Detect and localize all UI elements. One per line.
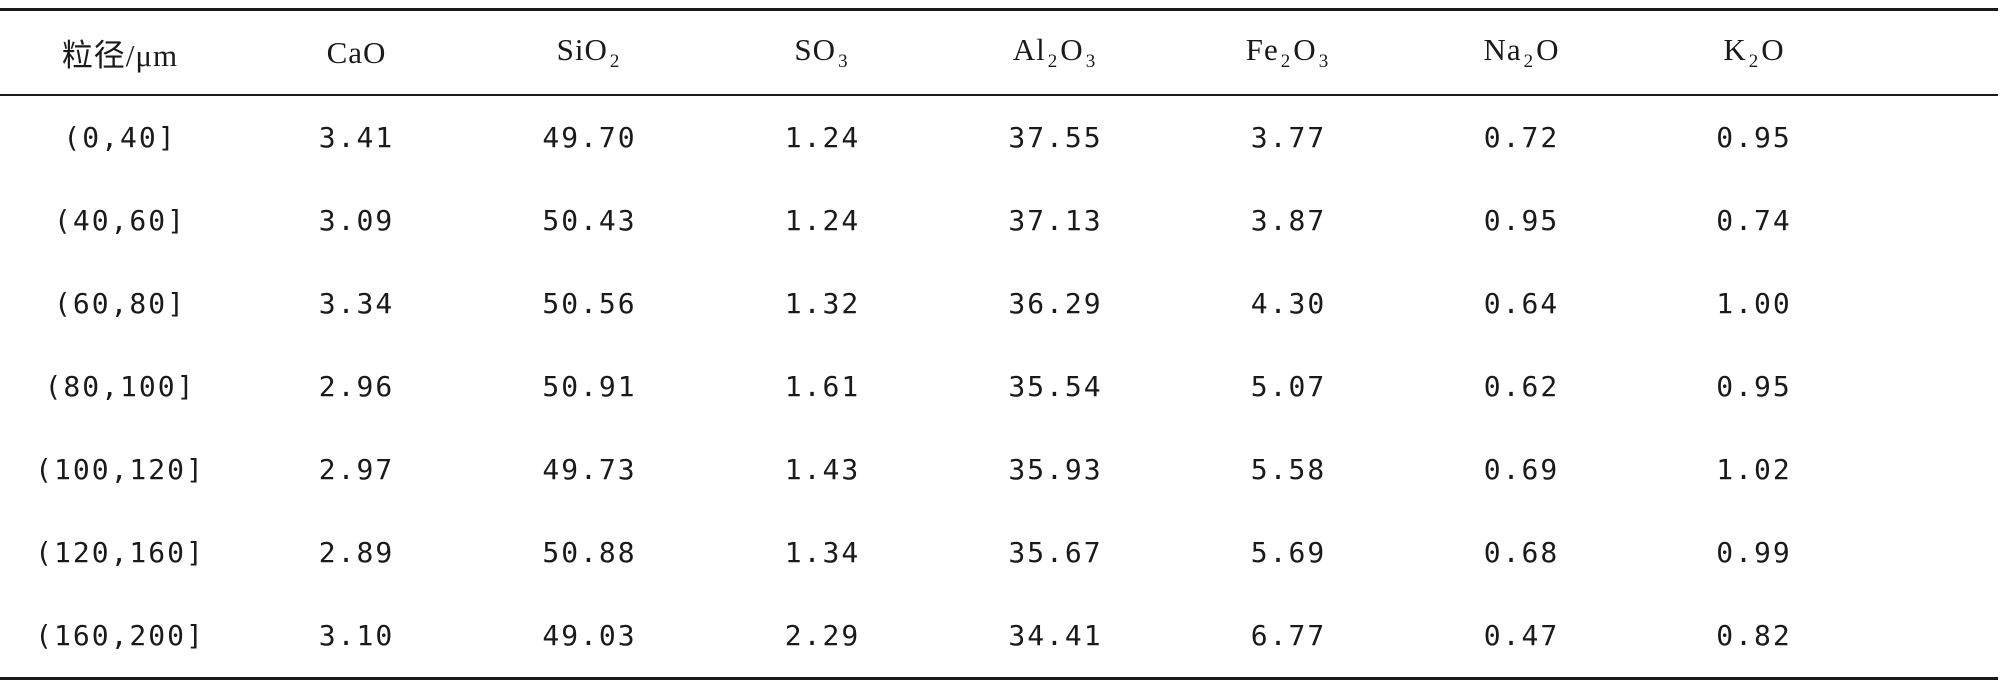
cell-so3: 1.24 — [784, 204, 861, 237]
header-so3-subscript: 3 — [838, 51, 849, 72]
cell-na2o: 0.95 — [1483, 204, 1560, 237]
cell-fe2o3: 3.77 — [1250, 121, 1327, 154]
cell-na2o: 0.62 — [1483, 370, 1560, 403]
header-fe2o3-tail: O — [1293, 32, 1317, 67]
header-particle-size: 粒径/μm — [0, 30, 240, 75]
cell-al2o3: 35.93 — [1008, 453, 1103, 486]
cell-k2o: 1.00 — [1716, 287, 1792, 320]
cell-sio2: 50.91 — [542, 370, 637, 403]
header-na2o-tail: O — [1536, 32, 1560, 67]
cell-al2o3: 36.29 — [1008, 287, 1103, 320]
table-row: (40,60] 3.09 50.43 1.24 37.13 3.87 0.95 … — [0, 179, 1998, 262]
header-fe2o3-label: Fe — [1245, 32, 1279, 67]
header-al2o3-subscript-2: 3 — [1085, 51, 1097, 72]
cell-cao: 3.34 — [318, 287, 395, 320]
cell-so3: 1.24 — [784, 121, 861, 154]
cell-na2o: 0.47 — [1483, 619, 1560, 652]
header-cao: CaO — [240, 35, 473, 71]
header-al2o3-label: Al — [1012, 32, 1046, 67]
cell-so3: 1.43 — [784, 453, 861, 486]
cell-cao: 2.97 — [318, 453, 395, 486]
cell-particle-size: (80,100] — [44, 370, 196, 403]
cell-sio2: 50.88 — [542, 536, 637, 569]
cell-particle-size: (120,160] — [35, 536, 205, 569]
header-sio2: SiO 2 — [473, 32, 706, 73]
header-k2o-subscript: 2 — [1748, 51, 1760, 72]
cell-fe2o3: 5.58 — [1250, 453, 1327, 486]
cell-so3: 1.32 — [784, 287, 861, 320]
cell-na2o: 0.64 — [1483, 287, 1560, 320]
cell-na2o: 0.68 — [1483, 536, 1560, 569]
table-row: (100,120] 2.97 49.73 1.43 35.93 5.58 0.6… — [0, 428, 1998, 511]
cell-fe2o3: 6.77 — [1250, 619, 1327, 652]
cell-k2o: 0.95 — [1716, 370, 1792, 403]
cell-particle-size: (160,200] — [35, 619, 205, 652]
header-cao-label: CaO — [326, 34, 387, 70]
cell-na2o: 0.72 — [1483, 121, 1560, 154]
cell-al2o3: 34.41 — [1008, 619, 1103, 652]
header-na2o-label: Na — [1483, 32, 1522, 67]
header-al2o3-tail: O — [1060, 32, 1084, 67]
cell-particle-size: (100,120] — [35, 453, 205, 486]
header-k2o-label: K — [1723, 32, 1747, 67]
cell-k2o: 0.82 — [1716, 619, 1792, 652]
cell-k2o: 1.02 — [1716, 453, 1792, 486]
header-al2o3-subscript-1: 2 — [1047, 51, 1059, 72]
cell-k2o: 0.99 — [1716, 536, 1792, 569]
header-fe2o3-subscript-1: 2 — [1280, 51, 1292, 72]
table-body: (0,40] 3.41 49.70 1.24 37.55 3.77 0.72 0… — [0, 96, 1998, 677]
cell-cao: 3.41 — [318, 121, 395, 154]
composition-table: 粒径/μm CaO SiO 2 SO 3 Al 2O 3 Fe 2O 3 Na 2O K 2O … — [0, 8, 1998, 680]
cell-fe2o3: 4.30 — [1250, 287, 1327, 320]
cell-particle-size: (0,40] — [63, 121, 177, 154]
cell-cao: 3.10 — [318, 619, 395, 652]
table-row: (0,40] 3.41 49.70 1.24 37.55 3.77 0.72 0… — [0, 96, 1998, 179]
cell-al2o3: 35.67 — [1008, 536, 1103, 569]
cell-so3: 1.34 — [784, 536, 861, 569]
table-row: (80,100] 2.96 50.91 1.61 35.54 5.07 0.62… — [0, 345, 1998, 428]
cell-al2o3: 35.54 — [1008, 370, 1103, 403]
cell-al2o3: 37.13 — [1008, 204, 1103, 237]
cell-so3: 1.61 — [784, 370, 861, 403]
header-al2o3: Al 2O 3 — [939, 32, 1172, 73]
table-row: (60,80] 3.34 50.56 1.32 36.29 4.30 0.64 … — [0, 262, 1998, 345]
table-row: (120,160] 2.89 50.88 1.34 35.67 5.69 0.6… — [0, 511, 1998, 594]
header-fe2o3: Fe 2O 3 — [1172, 32, 1405, 73]
cell-fe2o3: 5.07 — [1250, 370, 1327, 403]
header-na2o: Na 2O — [1405, 32, 1638, 73]
cell-k2o: 0.95 — [1716, 121, 1792, 154]
header-fe2o3-subscript-2: 3 — [1318, 51, 1330, 72]
cell-cao: 3.09 — [318, 204, 395, 237]
cell-fe2o3: 5.69 — [1250, 536, 1327, 569]
cell-na2o: 0.69 — [1483, 453, 1560, 486]
table-header-row: 粒径/μm CaO SiO 2 SO 3 Al 2O 3 Fe 2O 3 Na 2O K 2O — [0, 11, 1998, 94]
cell-sio2: 50.56 — [542, 287, 637, 320]
cell-particle-size: (40,60] — [53, 204, 186, 237]
header-so3: SO 3 — [706, 32, 939, 73]
cell-sio2: 49.70 — [542, 121, 637, 154]
table-row: (160,200] 3.10 49.03 2.29 34.41 6.77 0.4… — [0, 594, 1998, 677]
table-top-rule — [0, 8, 1998, 11]
cell-so3: 2.29 — [784, 619, 861, 652]
header-so3-label: SO — [794, 32, 837, 67]
cell-cao: 2.96 — [318, 370, 395, 403]
header-na2o-subscript: 2 — [1523, 51, 1535, 72]
header-particle-size-label: 粒径/μm — [61, 38, 179, 73]
cell-fe2o3: 3.87 — [1250, 204, 1327, 237]
header-k2o-tail: O — [1761, 32, 1785, 67]
cell-k2o: 0.74 — [1716, 204, 1792, 237]
header-sio2-label: SiO — [556, 32, 608, 67]
header-k2o: K 2O — [1638, 32, 1870, 73]
table-header-rule — [0, 94, 1998, 96]
cell-sio2: 50.43 — [542, 204, 637, 237]
cell-al2o3: 37.55 — [1008, 121, 1103, 154]
cell-sio2: 49.03 — [542, 619, 637, 652]
cell-sio2: 49.73 — [542, 453, 637, 486]
cell-cao: 2.89 — [318, 536, 395, 569]
header-sio2-subscript: 2 — [609, 51, 621, 72]
cell-particle-size: (60,80] — [53, 287, 186, 320]
